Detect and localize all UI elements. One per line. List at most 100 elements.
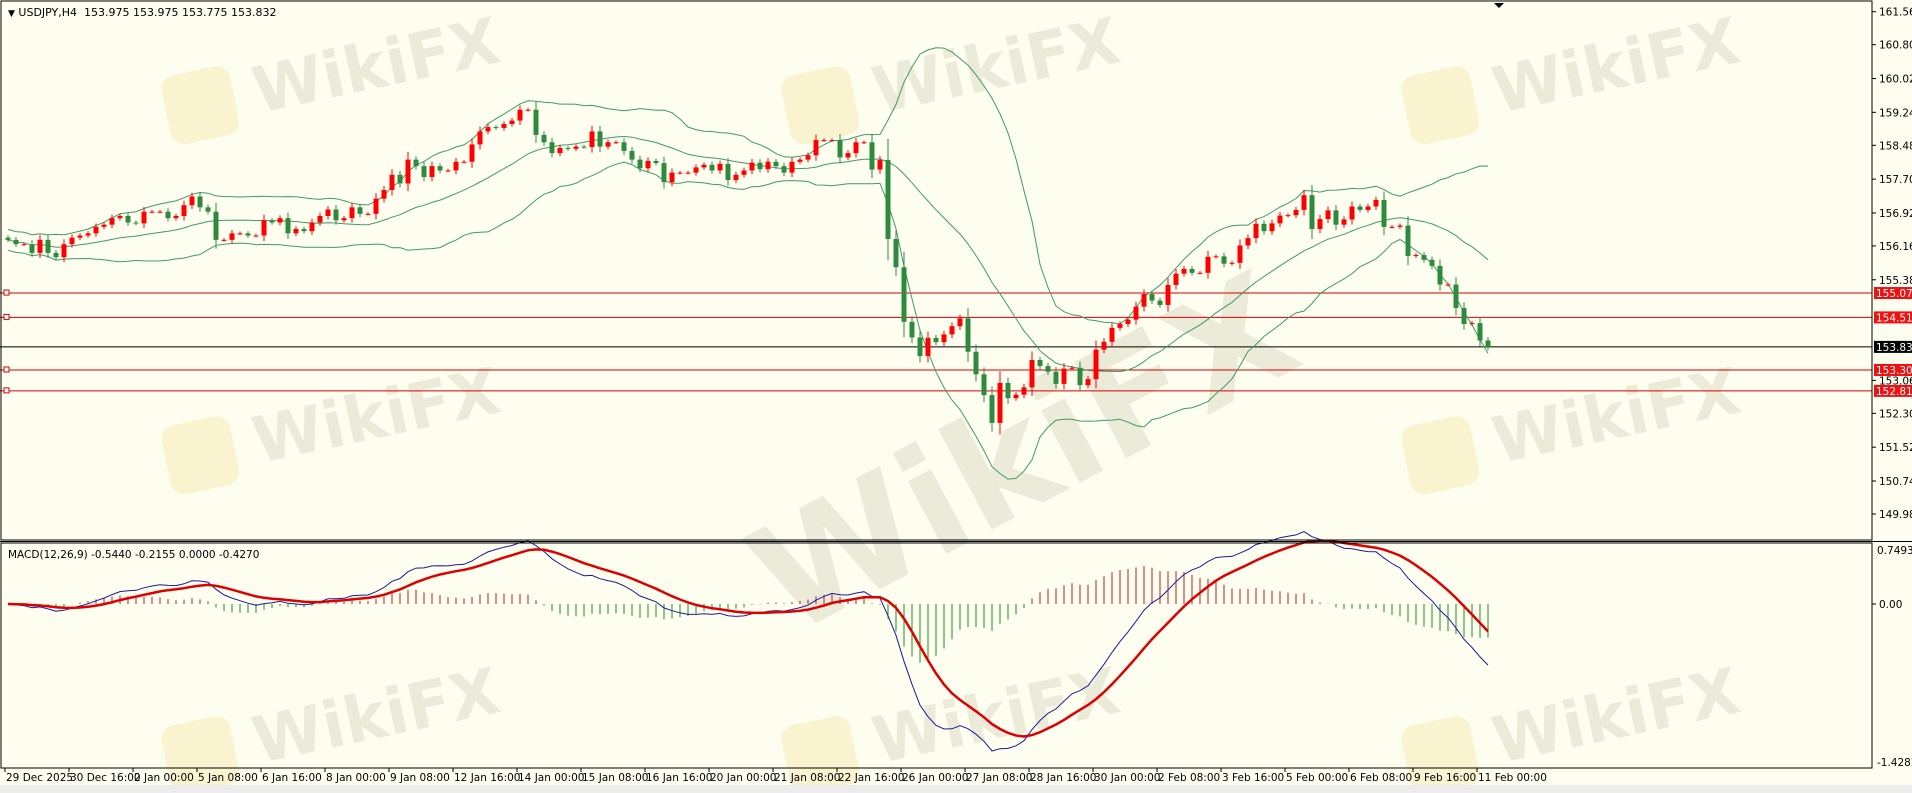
candle-body: [397, 174, 403, 184]
candle: [1277, 211, 1283, 228]
candle-body: [997, 382, 1003, 423]
candle-body: [5, 237, 11, 240]
candle: [197, 192, 203, 212]
candle: [301, 226, 307, 234]
candle: [405, 151, 411, 192]
time-tick-label: 26 Jan 00:00: [902, 772, 968, 784]
candle-body: [1357, 206, 1363, 210]
candle: [109, 214, 115, 229]
candle-body: [901, 267, 907, 322]
candle-body: [413, 159, 419, 167]
time-tick-label: 30 Dec 16:00: [70, 772, 141, 784]
candle: [805, 152, 811, 163]
time-tick-label: 27 Jan 08:00: [966, 772, 1032, 784]
time-tick-label: 2 Feb 08:00: [1158, 772, 1220, 784]
candle-body: [205, 207, 211, 212]
candle-body: [1389, 226, 1395, 228]
candle: [1061, 363, 1067, 390]
candle: [701, 162, 707, 170]
candle-body: [1189, 268, 1195, 273]
candle: [1421, 252, 1427, 263]
candle-body: [1005, 382, 1011, 399]
candle-body: [53, 252, 59, 258]
candle: [333, 205, 339, 225]
candle-body: [141, 211, 147, 224]
candle: [941, 330, 947, 346]
level-price-tag-text: 155.074: [1876, 288, 1912, 300]
candle-body: [1237, 245, 1243, 263]
candle: [93, 223, 99, 237]
candle-body: [1157, 300, 1163, 305]
candle-body: [1253, 223, 1259, 239]
candle: [1197, 271, 1203, 275]
level-price-tag: [1874, 287, 1912, 300]
candle-body: [261, 220, 267, 236]
time-tick-label: 22 Jan 16:00: [838, 772, 904, 784]
price-pane[interactable]: [0, 47, 1872, 480]
candle-body: [93, 226, 99, 234]
candle: [13, 237, 19, 248]
candle: [741, 167, 747, 178]
candle-body: [885, 160, 891, 239]
candle-body: [181, 205, 187, 216]
candle: [445, 168, 451, 173]
price-tick-label: 160.800: [1879, 40, 1912, 52]
price-tick-label: 157.700: [1879, 174, 1912, 186]
candle-body: [1477, 323, 1483, 341]
candle: [309, 218, 315, 236]
candle-body: [373, 198, 379, 214]
candle: [237, 231, 243, 236]
candle: [949, 322, 955, 339]
time-tick-label: 12 Jan 16:00: [454, 772, 520, 784]
candle: [877, 155, 883, 174]
candle-body: [405, 159, 411, 184]
candle-body: [1325, 210, 1331, 220]
wikifx-logo-icon: [781, 66, 860, 145]
price-tick-label: 152.300: [1879, 408, 1912, 420]
candle-body: [629, 150, 635, 160]
candle-body: [1445, 284, 1451, 286]
candle: [21, 242, 27, 246]
candle-body: [317, 216, 323, 223]
candle: [1037, 356, 1043, 370]
level-price-tag-text: 153.300: [1876, 365, 1912, 377]
wikifx-logo-icon: [161, 416, 240, 495]
bollinger-middle-band: [7, 135, 1489, 373]
dropdown-triangle-icon[interactable]: ▼: [8, 9, 15, 19]
candle: [1365, 203, 1371, 213]
candle: [149, 209, 155, 214]
candle: [277, 215, 283, 226]
candle: [429, 161, 435, 182]
candle: [1157, 297, 1163, 308]
candle: [1165, 278, 1171, 312]
candle: [317, 212, 323, 226]
candle-body: [285, 218, 291, 234]
candle: [389, 169, 395, 196]
candle-body: [1293, 209, 1299, 216]
candle-body: [597, 131, 603, 147]
candle: [533, 101, 539, 143]
candle-body: [1317, 219, 1323, 230]
macd-max-label: 0.7493: [1877, 545, 1912, 557]
time-tick-label: 3 Feb 16:00: [1222, 772, 1284, 784]
candle-body: [1261, 223, 1267, 232]
candle: [477, 126, 483, 150]
candle: [373, 193, 379, 220]
candle: [205, 204, 211, 215]
candle-body: [533, 109, 539, 135]
candle-body: [1381, 199, 1387, 227]
candle: [413, 156, 419, 170]
candle-body: [789, 161, 795, 173]
price-tick-label: 155.380: [1879, 275, 1912, 287]
macd-pane[interactable]: [7, 531, 1489, 752]
candle: [461, 160, 467, 164]
candle: [69, 234, 75, 248]
candle-body: [605, 142, 611, 147]
candle-body: [717, 163, 723, 171]
candle-body: [117, 216, 123, 219]
candle-body: [741, 170, 747, 175]
candle-body: [133, 222, 139, 224]
